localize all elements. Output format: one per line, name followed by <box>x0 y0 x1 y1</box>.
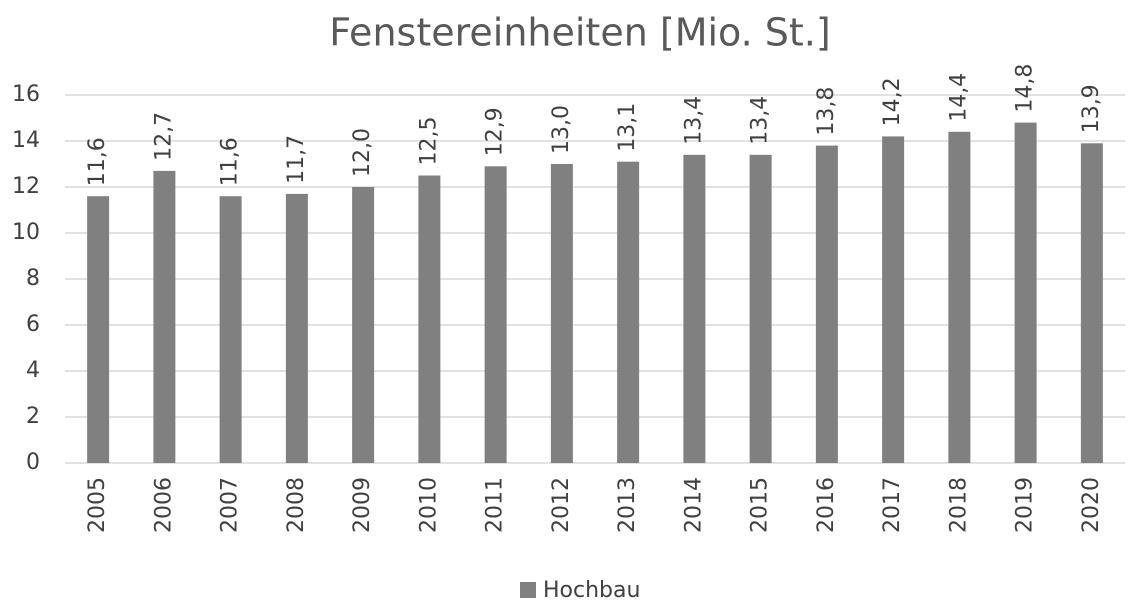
x-tick-label: 2007 <box>218 477 243 533</box>
x-tick-label: 2011 <box>483 477 508 533</box>
y-tick-label: 10 <box>12 220 40 245</box>
data-label: 13,9 <box>1079 84 1104 133</box>
x-tick-label: 2014 <box>681 477 706 533</box>
bar <box>749 154 772 464</box>
data-label: 11,7 <box>284 135 309 184</box>
x-tick-label: 2013 <box>615 477 640 533</box>
x-tick-label: 2019 <box>1013 477 1038 533</box>
bar <box>948 131 971 464</box>
x-tick-label: 2006 <box>151 477 176 533</box>
legend-swatch <box>520 582 536 598</box>
bar <box>815 145 838 463</box>
data-label: 13,1 <box>615 103 640 152</box>
data-label: 13,0 <box>549 105 574 154</box>
x-tick-label: 2017 <box>880 477 905 533</box>
bar <box>1080 143 1103 464</box>
x-tick-label: 2016 <box>814 477 839 533</box>
bar <box>153 170 176 463</box>
bar <box>219 196 242 463</box>
x-tick-label: 2020 <box>1079 477 1104 533</box>
bar <box>882 136 905 463</box>
chart-title: Fenstereinheiten [Mio. St.] <box>329 11 830 55</box>
bar <box>550 164 573 463</box>
bar <box>683 154 706 464</box>
bar <box>418 175 441 463</box>
data-label: 14,8 <box>1013 64 1038 113</box>
x-tick-label: 2010 <box>416 477 441 533</box>
data-label: 11,6 <box>218 137 243 186</box>
bar <box>617 161 640 463</box>
x-tick-label: 2015 <box>748 477 773 533</box>
data-label: 14,4 <box>946 73 971 122</box>
y-tick-label: 6 <box>26 312 40 337</box>
bar <box>87 196 110 463</box>
data-label: 12,9 <box>483 107 508 156</box>
y-tick-label: 14 <box>12 128 40 153</box>
data-label: 12,0 <box>350 128 375 177</box>
x-tick-label: 2009 <box>350 477 375 533</box>
bar <box>484 166 507 464</box>
data-label: 13,8 <box>814 87 839 136</box>
y-tick-label: 8 <box>26 266 40 291</box>
bar <box>352 187 375 463</box>
x-tick-label: 2008 <box>284 477 309 533</box>
data-label: 12,7 <box>151 112 176 161</box>
data-label: 11,6 <box>85 137 110 186</box>
bar <box>285 193 308 463</box>
y-tick-label: 2 <box>26 404 40 429</box>
x-tick-label: 2005 <box>85 477 110 533</box>
x-tick-label: 2018 <box>946 477 971 533</box>
y-tick-label: 0 <box>26 450 40 475</box>
y-tick-label: 16 <box>12 82 40 107</box>
x-tick-label: 2012 <box>549 477 574 533</box>
y-tick-label: 12 <box>12 174 40 199</box>
legend-label: Hochbau <box>543 578 640 603</box>
data-label: 12,5 <box>416 117 441 166</box>
bar <box>1014 122 1037 463</box>
y-tick-label: 4 <box>26 358 40 383</box>
data-label: 14,2 <box>880 77 905 126</box>
data-label: 13,4 <box>748 96 773 145</box>
data-label: 13,4 <box>681 96 706 145</box>
